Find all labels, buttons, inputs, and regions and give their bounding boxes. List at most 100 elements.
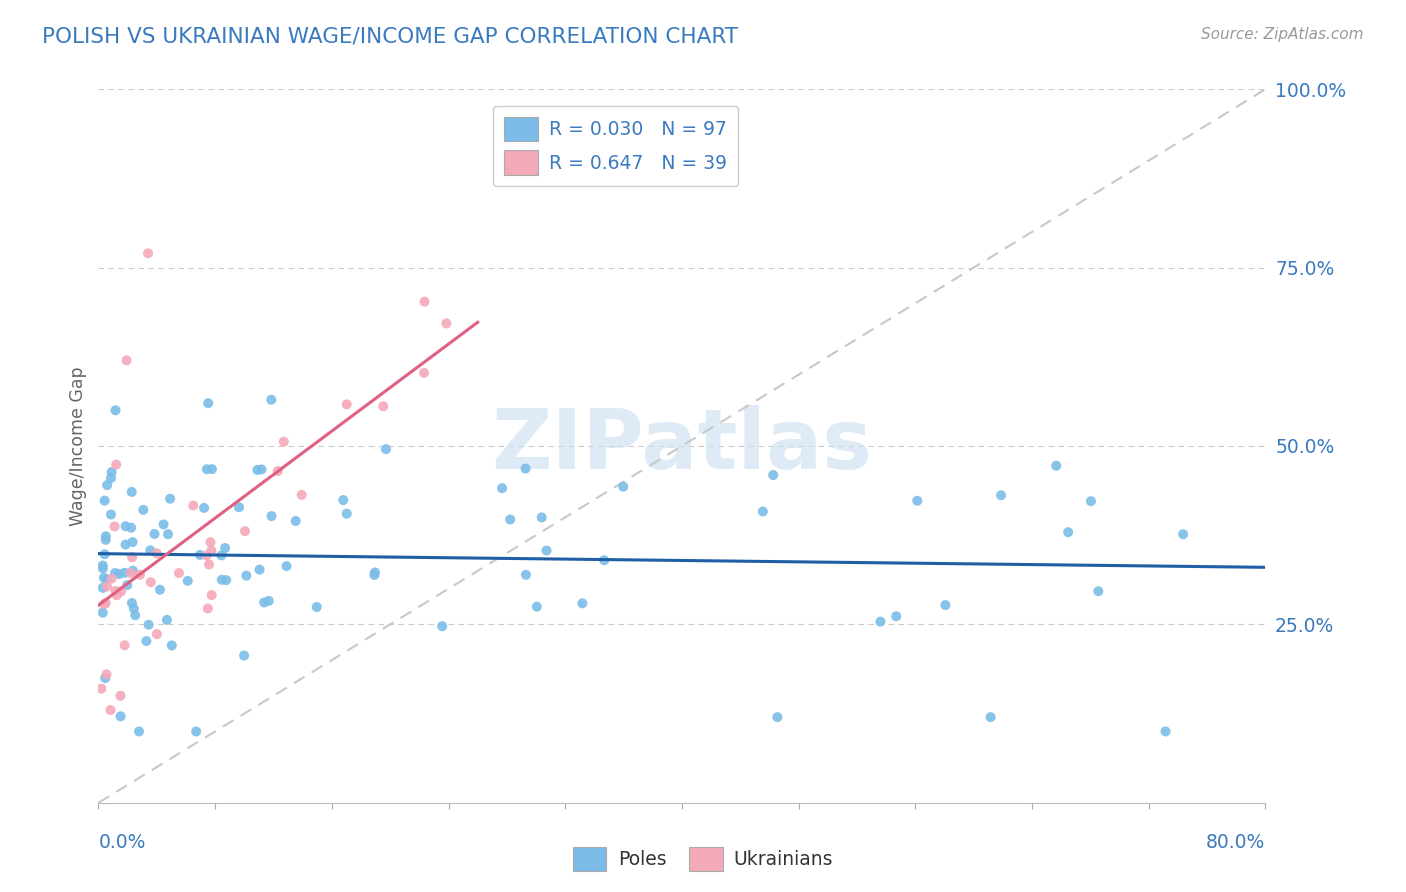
Point (167, 566, 190, 580)
Point (103, 519, 125, 533)
Point (93, 597, 115, 611)
Point (1057, 525, 1080, 540)
Point (108, 567, 131, 582)
Point (110, 709, 132, 723)
Text: 80.0%: 80.0% (1206, 833, 1265, 852)
Point (233, 648, 256, 663)
Point (305, 600, 328, 615)
Point (363, 568, 385, 582)
Point (536, 543, 558, 558)
Point (181, 499, 204, 513)
Point (869, 615, 891, 629)
Point (114, 519, 136, 533)
Point (160, 639, 183, 653)
Point (146, 627, 169, 641)
Point (228, 500, 250, 515)
Point (129, 567, 152, 582)
Point (1171, 527, 1194, 541)
Point (336, 397, 359, 411)
Point (267, 464, 290, 478)
Point (136, 246, 159, 260)
Point (139, 543, 162, 558)
Point (249, 563, 271, 577)
Point (114, 566, 136, 580)
Point (132, 503, 155, 517)
Point (934, 598, 956, 612)
Point (91, 606, 114, 620)
Point (93, 493, 115, 508)
Point (105, 588, 128, 602)
Point (233, 524, 256, 538)
Point (515, 461, 537, 475)
Point (273, 434, 295, 449)
Point (260, 509, 283, 524)
Point (120, 566, 142, 580)
Point (530, 510, 553, 524)
Point (499, 512, 522, 526)
Point (115, 578, 138, 592)
Point (124, 608, 146, 623)
Point (110, 689, 132, 703)
Point (188, 548, 211, 562)
Point (200, 535, 222, 549)
Point (209, 549, 232, 563)
Point (105, 458, 128, 472)
Point (201, 588, 224, 602)
Point (93, 547, 115, 561)
Text: 0.0%: 0.0% (98, 833, 146, 852)
Point (246, 463, 269, 477)
Point (332, 493, 354, 508)
Point (121, 550, 143, 565)
Point (94, 529, 117, 543)
Text: Source: ZipAtlas.com: Source: ZipAtlas.com (1201, 27, 1364, 42)
Point (250, 462, 273, 476)
Point (260, 392, 283, 407)
Point (128, 724, 150, 739)
Point (762, 468, 785, 483)
Point (197, 601, 219, 615)
Point (104, 583, 127, 598)
Point (186, 724, 208, 739)
Point (96, 667, 118, 681)
Point (96, 579, 118, 593)
Point (121, 535, 143, 549)
Point (120, 521, 142, 535)
Point (284, 514, 307, 528)
Point (115, 353, 138, 368)
Point (90, 681, 112, 696)
Point (100, 572, 122, 586)
Point (96, 478, 118, 492)
Point (94, 671, 117, 685)
Point (884, 609, 907, 624)
Point (211, 573, 233, 587)
Point (91, 581, 114, 595)
Point (114, 638, 136, 652)
Point (94, 596, 117, 610)
Point (157, 527, 180, 541)
Text: ZIPatlas: ZIPatlas (492, 406, 872, 486)
Point (93, 571, 115, 585)
Point (100, 703, 122, 717)
Point (145, 546, 167, 560)
Legend: R = 0.030   N = 97, R = 0.647   N = 39: R = 0.030 N = 97, R = 0.647 N = 39 (494, 106, 738, 186)
Point (121, 596, 143, 610)
Point (201, 462, 224, 476)
Legend: Poles, Ukrainians: Poles, Ukrainians (565, 839, 841, 878)
Point (200, 543, 222, 558)
Point (515, 567, 537, 582)
Point (197, 396, 219, 410)
Point (114, 537, 136, 551)
Point (100, 508, 122, 522)
Point (491, 481, 513, 495)
Point (149, 582, 172, 597)
Point (100, 471, 122, 485)
Point (980, 710, 1002, 724)
Point (253, 595, 276, 609)
Point (91, 561, 114, 575)
Point (1080, 494, 1102, 508)
Point (571, 596, 593, 610)
Point (104, 566, 127, 580)
Point (413, 294, 436, 309)
Point (215, 573, 238, 587)
Point (110, 584, 132, 599)
